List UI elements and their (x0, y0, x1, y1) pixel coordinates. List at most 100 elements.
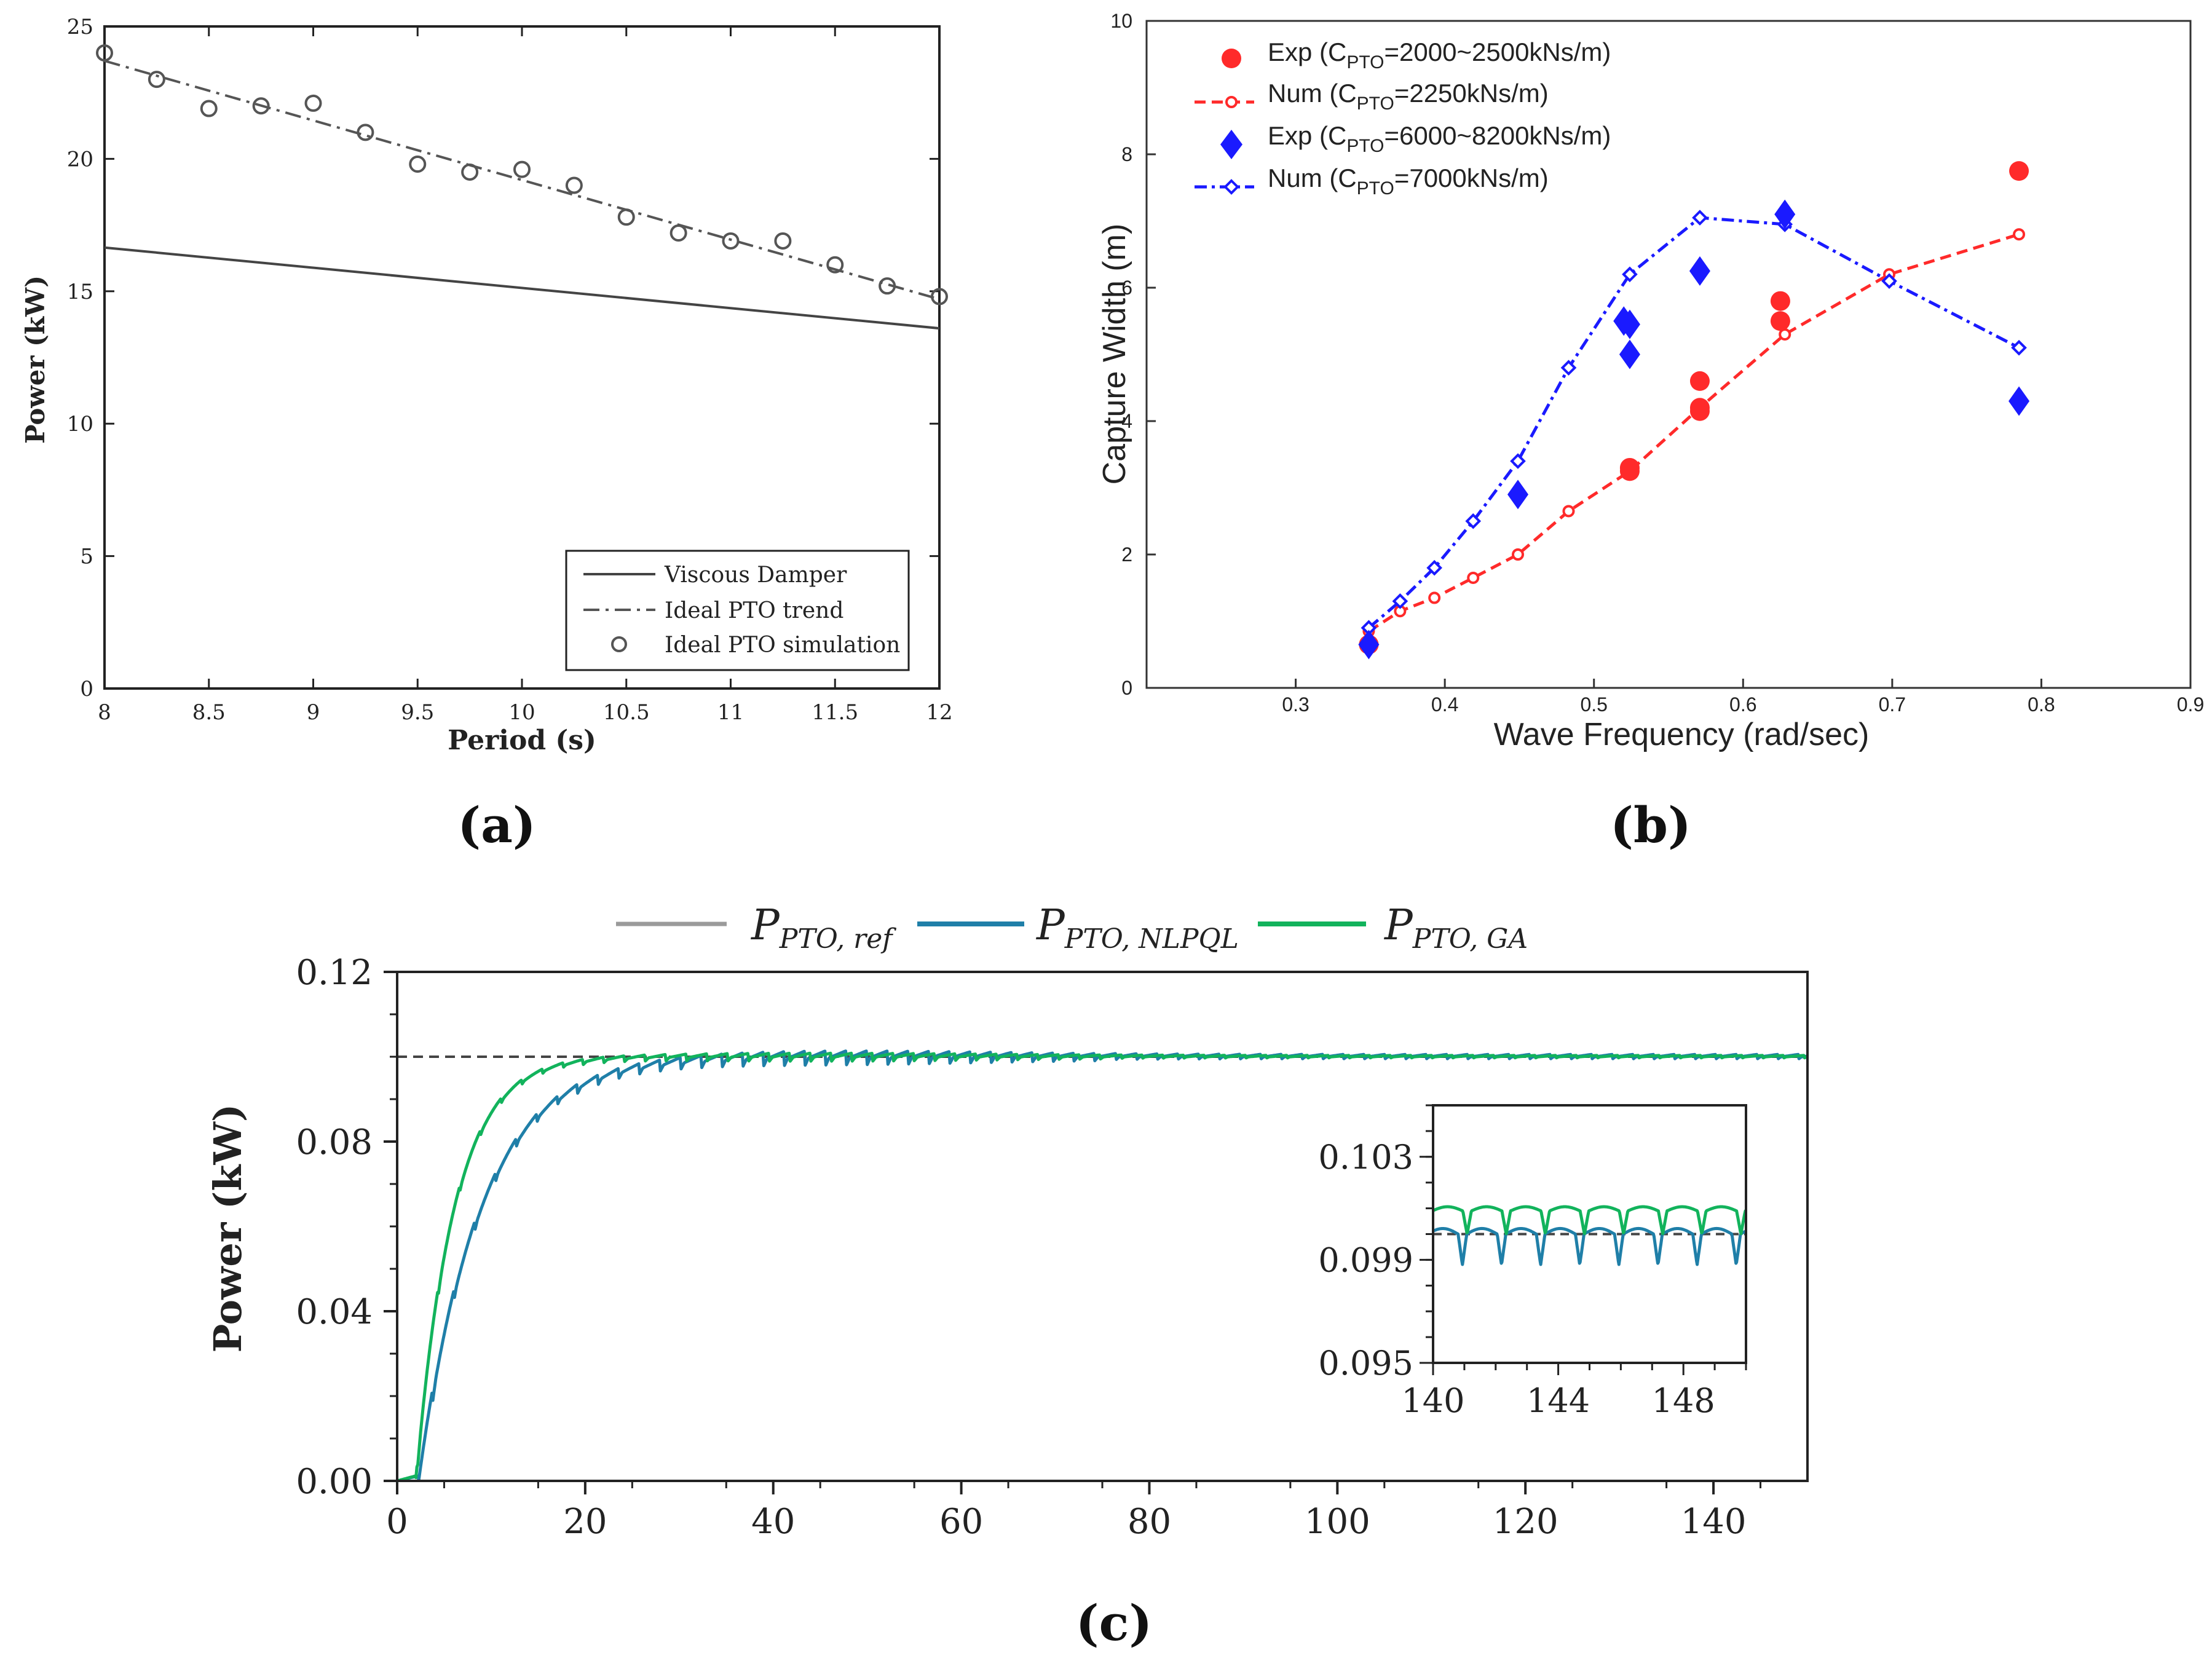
exp-6000-8200-point (1619, 309, 1640, 339)
series-pto-ga-line (397, 1051, 1808, 1483)
exp-2000-2500-point (1689, 371, 1710, 391)
series-ideal-pto-trend-line (104, 60, 940, 301)
num-7000-point (1692, 210, 1708, 226)
inset-pto-nlpql-line (1432, 1226, 1747, 1266)
panel-a-ytick-label: 25 (67, 15, 93, 39)
panel-a-xlabel: Period (s) (448, 725, 596, 756)
num-7000-point (1465, 513, 1482, 529)
inset-frame (1432, 1104, 1747, 1364)
num-7000-point (1622, 266, 1638, 283)
ideal-pto-simulation-point (96, 44, 113, 62)
legend-label-exp-red: Exp (CPTO=2000~2500kNs/m) (1268, 37, 1611, 73)
exp-6000-8200-point (1774, 199, 1796, 229)
panel-b-xtick-label: 0.7 (1879, 693, 1906, 716)
panel-b-ytick-label: 2 (1121, 543, 1132, 566)
legend-label-viscous: Viscous Damper (664, 562, 847, 588)
panel-b-legend: Exp (CPTO=2000~2500kNs/m) Num (CPTO=2250… (1195, 37, 1611, 199)
panel-c-ytick-label: 0.08 (296, 1123, 373, 1162)
legend-label-exp-blue: Exp (CPTO=6000~8200kNs/m) (1268, 121, 1611, 156)
panel-b-xlabel: Wave Frequency (rad/sec) (1494, 717, 1870, 752)
ideal-pto-simulation-point (774, 232, 792, 250)
legend-swatch-exp-red (1222, 49, 1241, 68)
num-2250-point (1779, 328, 1791, 341)
panel-b-ytick-label: 4 (1121, 410, 1132, 432)
panel-a-xtick-label: 8.5 (192, 700, 226, 725)
ideal-pto-simulation-point (200, 100, 218, 117)
exp-2000-2500-point (1689, 401, 1710, 421)
panel-b-ytick-label: 10 (1110, 10, 1132, 32)
ideal-pto-simulation-point (670, 224, 687, 242)
legend-label-ref: PPTO, ref (750, 901, 896, 955)
ideal-pto-simulation-point (357, 124, 374, 141)
exp-6000-8200-point (2009, 386, 2030, 416)
panel-a-xtick-label: 9 (307, 700, 320, 725)
panel-c-xtick-label: 60 (939, 1502, 983, 1542)
num-7000-point (1881, 273, 1897, 289)
panel-b-ylabel: Capture Width (m) (1097, 224, 1132, 485)
panel-b-frame (1145, 20, 2192, 689)
ideal-pto-simulation-point (513, 160, 531, 178)
panel-b-xtick-label: 0.3 (1282, 693, 1309, 716)
ideal-pto-simulation-point (826, 256, 844, 274)
ideal-pto-simulation-point (931, 288, 948, 306)
exp-6000-8200-point (1619, 339, 1640, 369)
panel-a-chart: 8 8.5 9 9.5 10 10.5 11 11.5 12 0 5 10 15 20 25 Power (… (20, 15, 953, 854)
panel-a-xtick-label: 10.5 (603, 700, 650, 725)
inset-pto-ga-line (1432, 1205, 1747, 1236)
ideal-pto-simulation-point (565, 176, 583, 194)
legend-swatch-exp-blue (1220, 130, 1242, 159)
series-viscous-damper-line (104, 246, 940, 330)
exp-2000-2500-point (1770, 311, 1790, 331)
panel-a-ytick-label: 10 (67, 412, 93, 436)
inset-ytick-label: 0.099 (1318, 1241, 1413, 1279)
num-2250-point (1467, 571, 1480, 584)
panel-c-xtick-label: 100 (1305, 1502, 1370, 1542)
ideal-pto-simulation-point (252, 97, 270, 115)
ideal-pto-simulation-point (304, 94, 322, 112)
panel-a-xtick-label: 9.5 (401, 700, 434, 725)
num-2250-point (1428, 591, 1441, 604)
legend-label-ga: PPTO, GA (1383, 901, 1528, 955)
panel-a-ytick-label: 20 (67, 147, 93, 172)
legend-swatch-ideal-sim (611, 636, 627, 652)
panel-c-frame (396, 971, 1809, 1482)
panel-b-ytick-label: 0 (1121, 677, 1132, 699)
panel-c-chart: PPTO, ref PPTO, NLPQL PPTO, GA 0 20 40 60 80… (205, 901, 1809, 1652)
panel-a-xtick-label: 10 (508, 700, 535, 725)
ideal-pto-simulation-point (879, 277, 896, 295)
num-2250-point (1562, 505, 1575, 518)
panel-b-xtick-label: 0.9 (2177, 693, 2204, 716)
panel-b-xtick-label: 0.4 (1431, 693, 1458, 716)
panel-a-ytick-label: 0 (80, 677, 93, 701)
num-7000-point (1560, 360, 1577, 376)
panel-b-xtick-label: 0.5 (1580, 693, 1607, 716)
exp-2000-2500-point (1770, 291, 1790, 311)
panel-b-xtick-label: 0.8 (2028, 693, 2055, 716)
exp-2000-2500-point (2009, 161, 2029, 181)
panel-a-ytick-label: 5 (80, 545, 93, 569)
inset-ytick-label: 0.095 (1318, 1344, 1413, 1383)
panel-c-xtick-label: 80 (1128, 1502, 1171, 1542)
panel-c-xtick-label: 0 (386, 1502, 408, 1542)
series-num-2250-line (1368, 232, 2020, 633)
num-7000-point (1426, 559, 1442, 576)
panel-c-xtick-label: 140 (1681, 1502, 1747, 1542)
num-7000-point (1392, 593, 1408, 609)
exp-2000-2500-point (1619, 457, 1640, 478)
panel-a-xtick-label: 11.5 (812, 700, 858, 725)
panel-a-ytick-label: 15 (67, 280, 93, 304)
panel-b-caption: (b) (1610, 796, 1691, 854)
legend-label-ideal-trend: Ideal PTO trend (665, 598, 843, 623)
legend-label-num-blue: Num (CPTO=7000kNs/m) (1268, 164, 1549, 199)
inset-ytick-label: 0.103 (1318, 1138, 1413, 1177)
inset-xtick-label: 148 (1652, 1381, 1715, 1420)
exp-6000-8200-point (1689, 256, 1710, 286)
panel-b-chart: 0.3 0.4 0.5 0.6 0.7 0.8 0.9 0 2 4 6 8 10 Capture Wid… (1097, 10, 2204, 854)
panel-c-caption: (c) (1076, 1594, 1152, 1652)
num-2250-point (1512, 548, 1525, 561)
num-7000-point (2011, 339, 2027, 356)
panel-b-ytick-label: 8 (1121, 143, 1132, 165)
legend-label-nlpql: PPTO, NLPQL (1035, 901, 1239, 955)
panel-a-xtick-label: 12 (926, 700, 952, 725)
